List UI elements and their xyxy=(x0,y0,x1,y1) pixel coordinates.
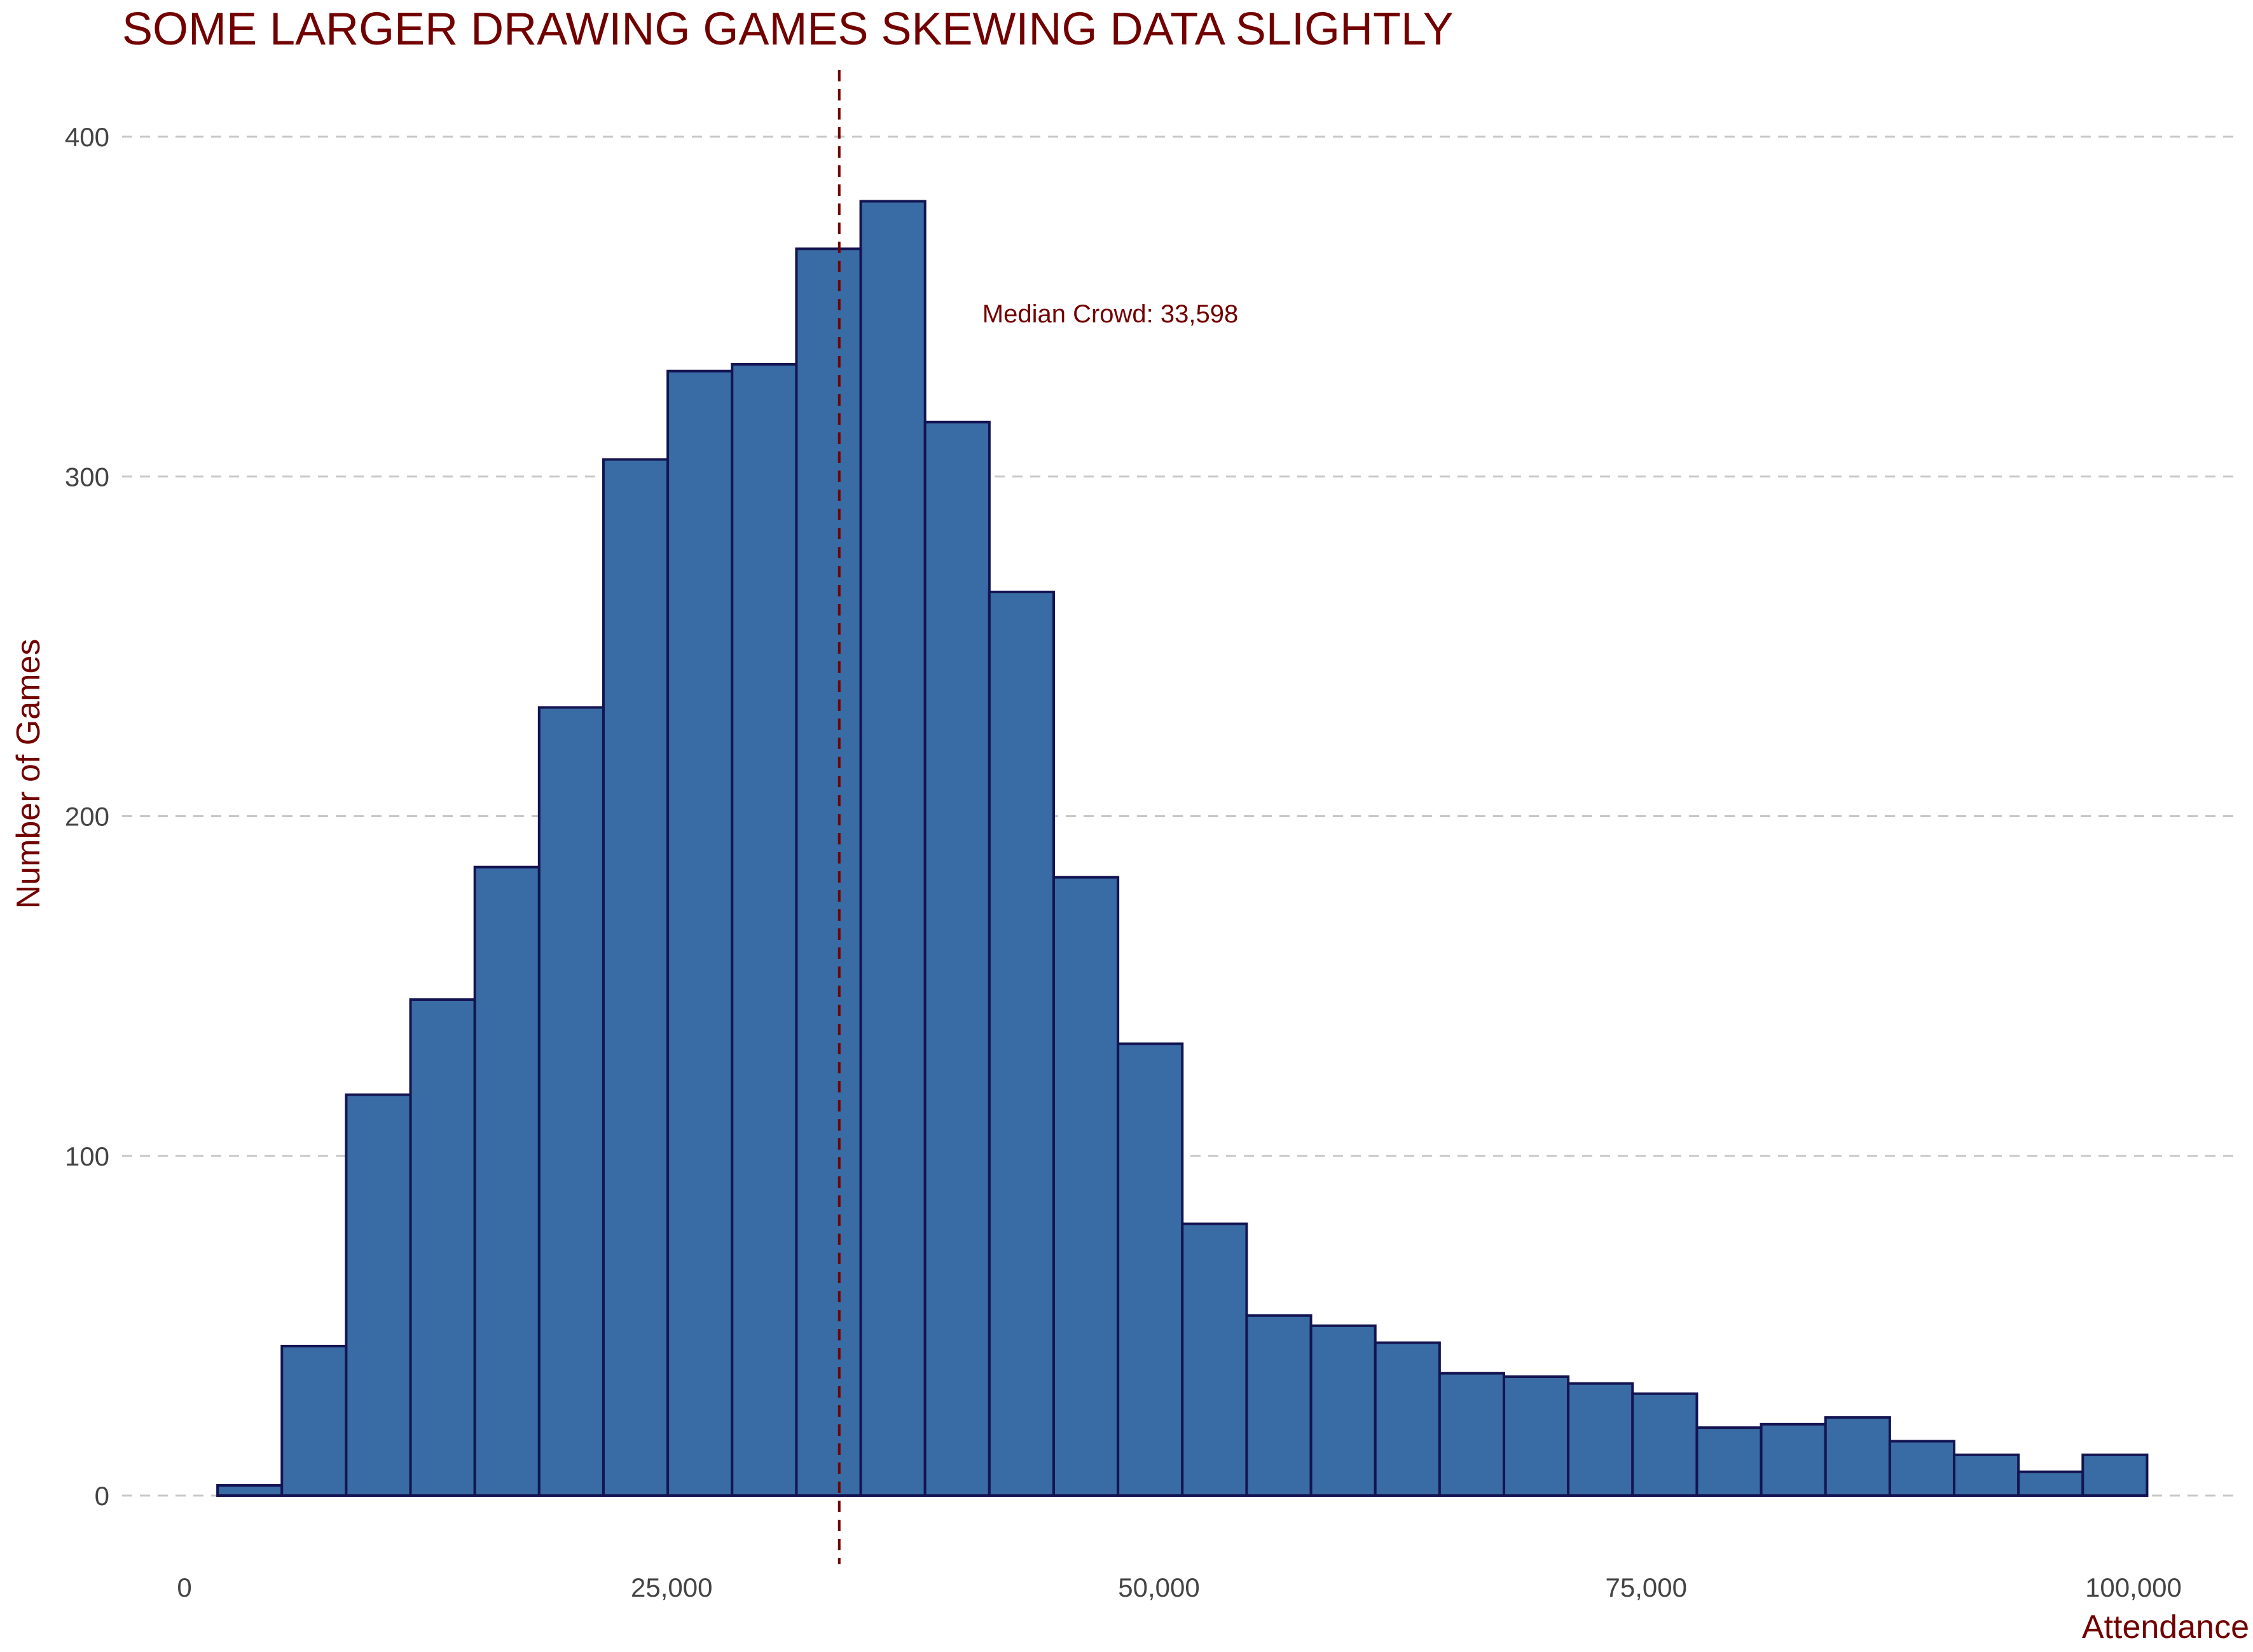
histogram-bar-8 xyxy=(666,369,734,1497)
histogram-bar-25 xyxy=(1760,1422,1827,1497)
y-tick-label-0: 0 xyxy=(95,1481,109,1511)
histogram-bar-29 xyxy=(2017,1470,2084,1497)
histogram-bar-14 xyxy=(1052,876,1120,1497)
y-axis-ticks: 0 100 200 300 400 xyxy=(65,122,109,1511)
y-axis-title: Number of Games xyxy=(10,639,47,909)
histogram-bar-18 xyxy=(1309,1324,1377,1497)
histogram-bar-11 xyxy=(859,200,927,1497)
histogram-bar-20 xyxy=(1438,1372,1506,1497)
x-tick-label-100,000: 100,000 xyxy=(2085,1573,2182,1602)
histogram-bar-28 xyxy=(1953,1453,2020,1497)
bars xyxy=(216,200,2149,1497)
y-tick-label-200: 200 xyxy=(65,802,109,832)
x-tick-label-0: 0 xyxy=(177,1573,191,1602)
histogram-bar-5 xyxy=(473,865,541,1497)
x-tick-label-75,000: 75,000 xyxy=(1606,1573,1687,1602)
histogram-bar-30 xyxy=(2081,1453,2149,1497)
histogram-bar-6 xyxy=(537,706,605,1497)
x-axis-title: Attendance xyxy=(2082,1609,2249,1646)
histogram-bar-10 xyxy=(795,247,862,1497)
y-tick-label-400: 400 xyxy=(65,122,109,152)
median-marker: Median Crowd: 33,598 xyxy=(837,70,1238,1564)
histogram-bar-1 xyxy=(216,1483,284,1497)
histogram-bar-2 xyxy=(280,1344,348,1497)
histogram-bar-13 xyxy=(988,590,1055,1497)
y-tick-label-100: 100 xyxy=(65,1141,109,1171)
histogram-bar-27 xyxy=(1888,1440,1956,1497)
histogram-bar-24 xyxy=(1695,1426,1763,1497)
median-label: Median Crowd: 33,598 xyxy=(982,300,1238,328)
histogram-bar-9 xyxy=(731,362,798,1497)
y-tick-label-300: 300 xyxy=(65,462,109,492)
histogram-bar-15 xyxy=(1117,1042,1184,1497)
histogram-bar-17 xyxy=(1245,1314,1313,1497)
x-axis-ticks: 0 25,000 50,000 75,000 100,000 xyxy=(177,1573,2182,1602)
histogram-bar-19 xyxy=(1374,1341,1441,1497)
histogram-bar-21 xyxy=(1503,1375,1570,1497)
histogram-bar-22 xyxy=(1567,1382,1634,1497)
histogram-bar-12 xyxy=(923,420,991,1497)
x-tick-label-25,000: 25,000 xyxy=(631,1573,712,1602)
histogram-bar-26 xyxy=(1824,1416,1891,1497)
x-tick-label-50,000: 50,000 xyxy=(1118,1573,1199,1602)
histogram-bar-3 xyxy=(345,1093,412,1497)
histogram-bar-7 xyxy=(602,458,670,1497)
chart-title: SOME LARGER DRAWING GAMES SKEWING DATA S… xyxy=(122,4,1454,55)
histogram-bar-16 xyxy=(1181,1222,1248,1497)
histogram-bar-4 xyxy=(409,998,476,1497)
histogram-bar-23 xyxy=(1631,1392,1698,1497)
